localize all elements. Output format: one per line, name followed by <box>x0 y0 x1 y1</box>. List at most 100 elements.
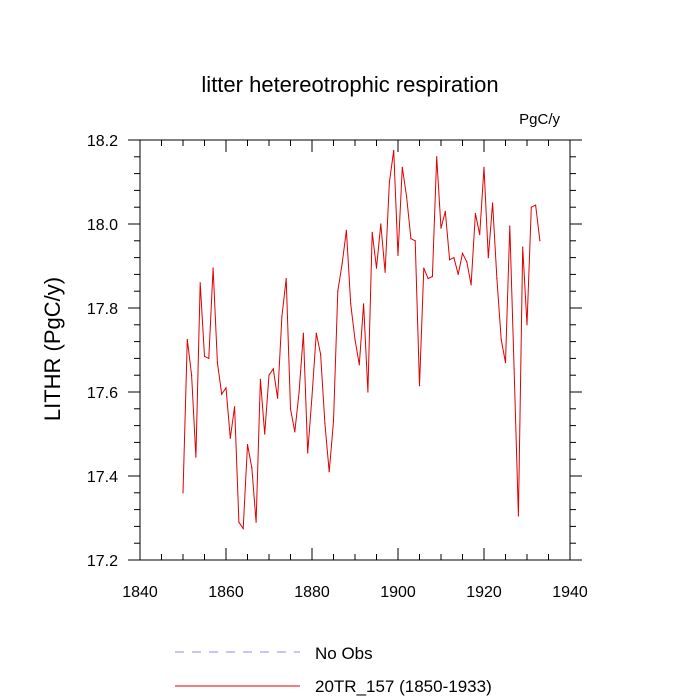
data-point <box>234 406 236 408</box>
data-point <box>474 212 476 215</box>
data-point <box>427 278 429 280</box>
data-point <box>535 204 537 206</box>
data-point <box>393 149 395 152</box>
data-point <box>294 431 296 433</box>
data-point <box>208 357 210 359</box>
x-tick-label: 1840 <box>122 584 158 601</box>
data-point <box>324 422 326 425</box>
data-point <box>461 252 464 254</box>
x-tick-label: 1920 <box>466 584 502 601</box>
data-point <box>526 324 528 326</box>
y-tick-label: 18.2 <box>87 133 118 150</box>
data-point <box>212 267 214 269</box>
data-point <box>221 393 223 395</box>
data-point <box>298 391 300 393</box>
series-line-20tr-157 <box>182 150 541 531</box>
data-point <box>367 391 369 393</box>
data-point <box>332 420 335 422</box>
data-point <box>431 275 433 278</box>
y-tick-labels: 17.2 17.4 17.6 17.8 18.0 18.2 <box>87 133 118 570</box>
legend-label-20tr-157: 20TR_157 (1850-1933) <box>315 677 492 696</box>
data-point <box>289 408 292 410</box>
data-point <box>436 156 438 158</box>
data-point <box>264 433 266 435</box>
data-point <box>453 257 455 259</box>
legend-label-no-obs: No Obs <box>315 644 373 663</box>
data-point <box>483 166 485 168</box>
data-point <box>517 515 520 517</box>
data-point <box>500 338 502 341</box>
data-point <box>457 273 459 275</box>
chart-title: litter hetereotrophic respiration <box>201 72 498 97</box>
data-point <box>345 229 347 231</box>
data-point <box>539 240 541 242</box>
data-point <box>191 374 193 376</box>
data-point <box>341 263 343 265</box>
data-point <box>504 362 507 364</box>
data-point <box>496 278 498 280</box>
data-point <box>380 223 382 225</box>
data-point <box>423 267 425 269</box>
data-point <box>371 231 373 233</box>
data-points <box>182 149 541 530</box>
data-point <box>199 282 201 284</box>
data-point <box>272 368 274 370</box>
data-point <box>285 278 287 280</box>
data-point <box>418 385 421 387</box>
data-point <box>302 332 304 334</box>
data-point <box>513 368 515 370</box>
data-point <box>384 271 386 273</box>
data-point <box>315 332 317 334</box>
data-point <box>449 259 451 261</box>
data-point <box>311 395 313 397</box>
data-point <box>440 227 442 229</box>
data-point <box>328 471 330 473</box>
data-point <box>479 233 481 236</box>
data-point <box>259 378 261 380</box>
data-point <box>410 238 412 240</box>
x-tick-label: 1860 <box>208 584 244 601</box>
data-point <box>397 254 399 257</box>
x-tick-label: 1880 <box>294 584 330 601</box>
x-tick-label: 1900 <box>380 584 416 601</box>
data-point <box>363 303 365 305</box>
data-point <box>406 196 408 198</box>
data-point <box>277 397 279 399</box>
y-tick-label: 18.0 <box>87 217 118 234</box>
data-point <box>470 284 472 286</box>
data-point <box>337 290 339 292</box>
y-tick-label: 17.8 <box>87 301 118 318</box>
data-point <box>246 443 249 446</box>
data-point <box>530 206 532 208</box>
data-point <box>268 374 270 376</box>
y-axis-label: LITHR (PgC/y) <box>40 277 65 421</box>
data-point <box>492 202 494 204</box>
data-point <box>320 353 322 355</box>
data-point <box>182 492 184 494</box>
data-point <box>242 527 244 530</box>
data-point <box>358 364 360 366</box>
data-point <box>414 240 416 242</box>
units-label: PgC/y <box>519 111 560 128</box>
data-point <box>375 267 378 269</box>
data-point <box>195 456 197 458</box>
data-point <box>255 521 257 523</box>
data-point <box>350 303 352 305</box>
x-tick-labels: 1840 1860 1880 1900 1920 1940 <box>122 584 588 601</box>
data-point <box>401 166 403 168</box>
y-tick-label: 17.6 <box>87 385 118 402</box>
data-point <box>225 387 227 389</box>
legend: No Obs 20TR_157 (1850-1933) <box>175 644 492 696</box>
data-point <box>238 521 240 523</box>
data-point <box>307 452 309 454</box>
data-point <box>509 225 511 227</box>
data-point <box>466 261 468 263</box>
data-point <box>487 257 489 259</box>
data-point <box>522 246 524 248</box>
y-tick-label: 17.4 <box>87 469 118 486</box>
data-point <box>251 467 253 469</box>
data-point <box>186 338 188 341</box>
y-tick-label: 17.2 <box>87 553 118 570</box>
data-point <box>354 338 356 341</box>
